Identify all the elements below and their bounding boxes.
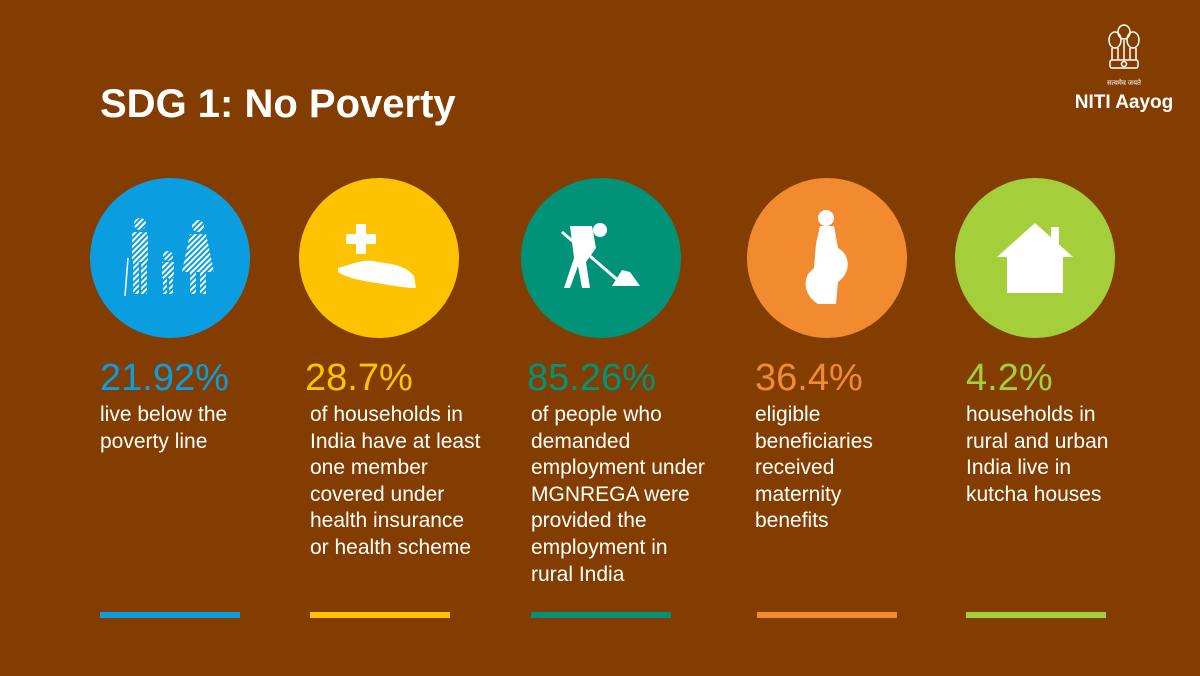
accent-bar	[100, 612, 240, 618]
accent-bar	[310, 612, 450, 618]
stat-value: 85.26%	[527, 357, 656, 399]
logo-name: NITI Aayog	[1074, 92, 1174, 113]
logo-motto: सत्यमेव जयते	[1106, 80, 1142, 87]
stat-circle-mgnrega	[521, 178, 681, 338]
stat-poverty: 21.92% live below the poverty line	[100, 356, 290, 455]
family-icon	[124, 218, 214, 297]
stat-circle-poverty	[90, 178, 250, 338]
niti-aayog-logo: सत्यमेव जयते NITI Aayog	[1072, 22, 1176, 114]
pregnant-woman-icon	[805, 210, 848, 304]
stat-value: 4.2%	[966, 357, 1053, 399]
worker-shovel-icon	[561, 223, 640, 288]
stat-circle-health-insurance	[299, 178, 459, 338]
stat-description: of households in India have at least one…	[310, 403, 481, 559]
stat-description: eligible beneficiaries received maternit…	[755, 403, 873, 533]
stat-mgnrega: 85.26% of people who demanded employment…	[527, 356, 717, 588]
stat-circle-maternity	[747, 178, 907, 338]
stat-description: households in rural and urban India live…	[966, 403, 1109, 506]
stat-maternity: 36.4% eligible beneficiaries received ma…	[755, 356, 945, 535]
house-icon	[997, 223, 1073, 293]
stat-circle-kutcha-houses	[955, 178, 1115, 338]
stat-value: 36.4%	[755, 357, 863, 399]
stat-description: live below the poverty line	[100, 403, 228, 453]
stat-kutcha-houses: 4.2% households in rural and urban India…	[966, 356, 1156, 508]
stat-value: 28.7%	[305, 357, 413, 399]
stat-description: of people who demanded employment under …	[531, 403, 705, 586]
accent-bar	[966, 612, 1106, 618]
accent-bar	[531, 612, 671, 618]
stat-health-insurance: 28.7% of households in India have at lea…	[305, 356, 500, 562]
stat-value: 21.92%	[100, 357, 229, 399]
accent-bar	[757, 612, 897, 618]
national-emblem-icon	[1108, 24, 1140, 69]
page-title: SDG 1: No Poverty	[100, 82, 456, 126]
health-care-hand-icon	[338, 224, 416, 288]
